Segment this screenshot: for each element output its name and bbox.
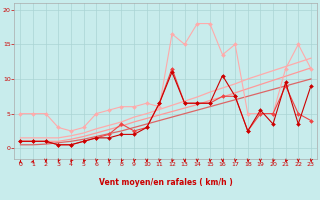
X-axis label: Vent moyen/en rafales ( km/h ): Vent moyen/en rafales ( km/h ) xyxy=(99,178,233,187)
